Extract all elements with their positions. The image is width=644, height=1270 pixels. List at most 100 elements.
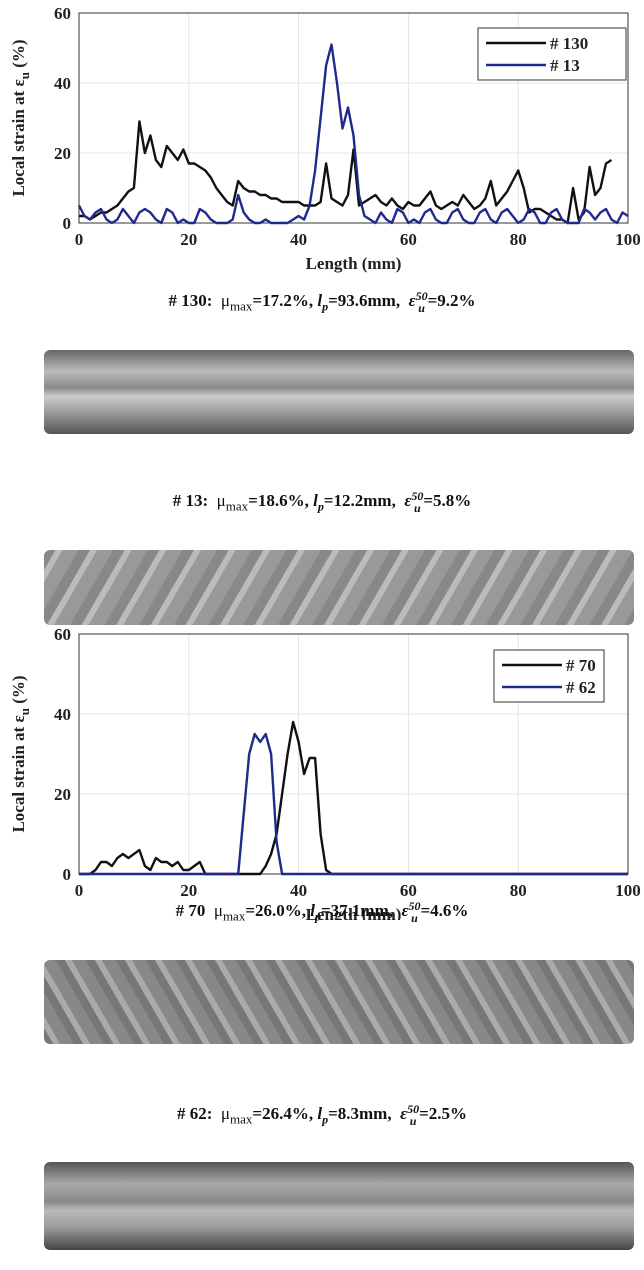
eps-sup: 50 xyxy=(408,899,421,913)
eps-symbol: ε xyxy=(408,290,416,310)
caption: # 70 μmax=26.0%, lp=37.1mm, ε 50 u =4.6% xyxy=(0,900,644,924)
plot-frame xyxy=(78,12,629,224)
rebar-image xyxy=(44,550,634,625)
mu-symbol: μ xyxy=(220,290,231,310)
y-tick-label: 40 xyxy=(54,705,71,724)
mu-symbol: μ xyxy=(213,900,223,920)
y-axis-label-sub: u xyxy=(17,72,32,79)
x-tick-label: 80 xyxy=(510,230,527,249)
y-tick-label: 60 xyxy=(54,4,71,23)
mu-value: =17.2%, xyxy=(252,290,314,310)
x-tick-label: 0 xyxy=(75,230,84,249)
caption-id: # 130: xyxy=(168,290,213,310)
x-tick-label: 0 xyxy=(75,881,84,900)
legend-label: # 13 xyxy=(550,56,580,75)
y-tick-label: 0 xyxy=(63,865,72,884)
y-tick-label: 20 xyxy=(54,144,71,163)
eps-scripts: 50 u xyxy=(407,1103,419,1127)
rebar-image xyxy=(44,1162,634,1250)
y-axis-label: Local strain at εu (%) xyxy=(9,39,32,196)
caption: # 13: μmax=18.6%, lp=12.2mm, ε 50 u =5.8% xyxy=(0,490,644,514)
eps-sup: 50 xyxy=(407,1102,420,1116)
rebar-image xyxy=(44,960,634,1044)
lp-value: =12.2mm, xyxy=(323,490,396,510)
caption-id: # 70 xyxy=(175,900,206,920)
lp-symbol: l xyxy=(310,900,315,920)
x-tick-label: 20 xyxy=(180,881,197,900)
chart: 0 20 40 60 80 100 0 20 40 60 Length (mm) Local stra… xyxy=(9,4,641,273)
x-axis-label: Length (mm) xyxy=(306,254,402,273)
mu-value: =26.4%, xyxy=(252,1103,314,1123)
eps-sub: u xyxy=(418,301,425,315)
series-line xyxy=(79,720,628,876)
y-axis-label-unit: (%) xyxy=(9,39,28,72)
series-line xyxy=(79,120,613,225)
mu-value: =18.6%, xyxy=(248,490,309,510)
mu-symbol: μ xyxy=(220,1103,231,1123)
y-tick-label: 0 xyxy=(63,214,72,233)
x-tick-label: 40 xyxy=(290,881,307,900)
eps-symbol: ε xyxy=(404,490,412,510)
eps-value: =5.8% xyxy=(423,490,472,510)
rebar-image xyxy=(44,350,634,434)
lp-value: =8.3mm, xyxy=(328,1103,392,1123)
legend-label: # 70 xyxy=(566,656,596,675)
x-tick-label: 100 xyxy=(615,881,641,900)
eps-symbol: ε xyxy=(401,900,409,920)
legend-label: # 130 xyxy=(550,34,588,53)
mu-sub: max xyxy=(230,298,253,314)
legend-box xyxy=(493,649,605,703)
lp-symbol: l xyxy=(317,1103,323,1123)
lp-value: =37.1mm, xyxy=(321,900,394,920)
chart: 0 20 40 60 80 100 0 20 40 60 Length (mm) Local stra… xyxy=(9,625,641,920)
mu-sub: max xyxy=(230,1111,253,1127)
mu-sub: max xyxy=(222,908,246,924)
eps-sup: 50 xyxy=(411,489,424,503)
mu-symbol: μ xyxy=(216,490,226,510)
x-tick-label: 80 xyxy=(510,881,527,900)
eps-scripts: 50 u xyxy=(416,290,428,314)
eps-scripts: 50 u xyxy=(411,490,423,514)
legend-box xyxy=(477,27,627,81)
mu-sub: max xyxy=(225,498,249,514)
eps-value: =9.2% xyxy=(427,290,476,310)
y-tick-label: 40 xyxy=(54,74,71,93)
eps-value: =2.5% xyxy=(419,1103,468,1123)
eps-sub: u xyxy=(411,911,418,925)
eps-sub: u xyxy=(413,501,421,515)
lp-symbol: l xyxy=(313,490,318,510)
x-tick-label: 100 xyxy=(615,230,641,249)
caption-id: # 13: xyxy=(172,490,209,510)
caption-id: # 62: xyxy=(176,1103,213,1123)
x-tick-label: 60 xyxy=(400,230,417,249)
y-tick-label: 60 xyxy=(54,625,71,644)
lp-symbol: l xyxy=(317,290,323,310)
eps-sup: 50 xyxy=(415,289,428,303)
lp-value: =93.6mm, xyxy=(328,290,401,310)
y-tick-label: 20 xyxy=(54,785,71,804)
eps-scripts: 50 u xyxy=(409,900,421,924)
lp-sub: p xyxy=(317,499,324,514)
y-axis-label-sub: u xyxy=(17,708,32,715)
x-tick-label: 20 xyxy=(180,230,197,249)
lp-sub: p xyxy=(315,909,321,924)
eps-symbol: ε xyxy=(400,1103,408,1123)
x-tick-label: 40 xyxy=(290,230,307,249)
eps-value: =4.6% xyxy=(420,900,469,920)
x-tick-label: 60 xyxy=(400,881,417,900)
y-axis-label-text: Local strain at ε xyxy=(9,79,28,196)
y-axis-label: Local strain at εu (%) xyxy=(9,675,32,832)
series-line xyxy=(79,732,628,876)
y-axis-label-text: Local strain at ε xyxy=(9,715,28,832)
eps-sub: u xyxy=(409,1114,417,1128)
series-line xyxy=(77,43,629,225)
caption: # 130: μmax=17.2%, lp=93.6mm, ε 50 u =9.2% xyxy=(0,290,644,314)
y-axis-label-unit: (%) xyxy=(9,675,28,708)
caption: # 62: μmax=26.4%, lp=8.3mm, ε 50 u =2.5% xyxy=(0,1103,644,1127)
mu-value: =26.0%, xyxy=(245,900,307,920)
legend-label: # 62 xyxy=(566,678,596,697)
x-axis-label: Length (mm) xyxy=(306,905,402,920)
lp-sub: p xyxy=(322,299,329,314)
lp-sub: p xyxy=(322,1112,329,1127)
